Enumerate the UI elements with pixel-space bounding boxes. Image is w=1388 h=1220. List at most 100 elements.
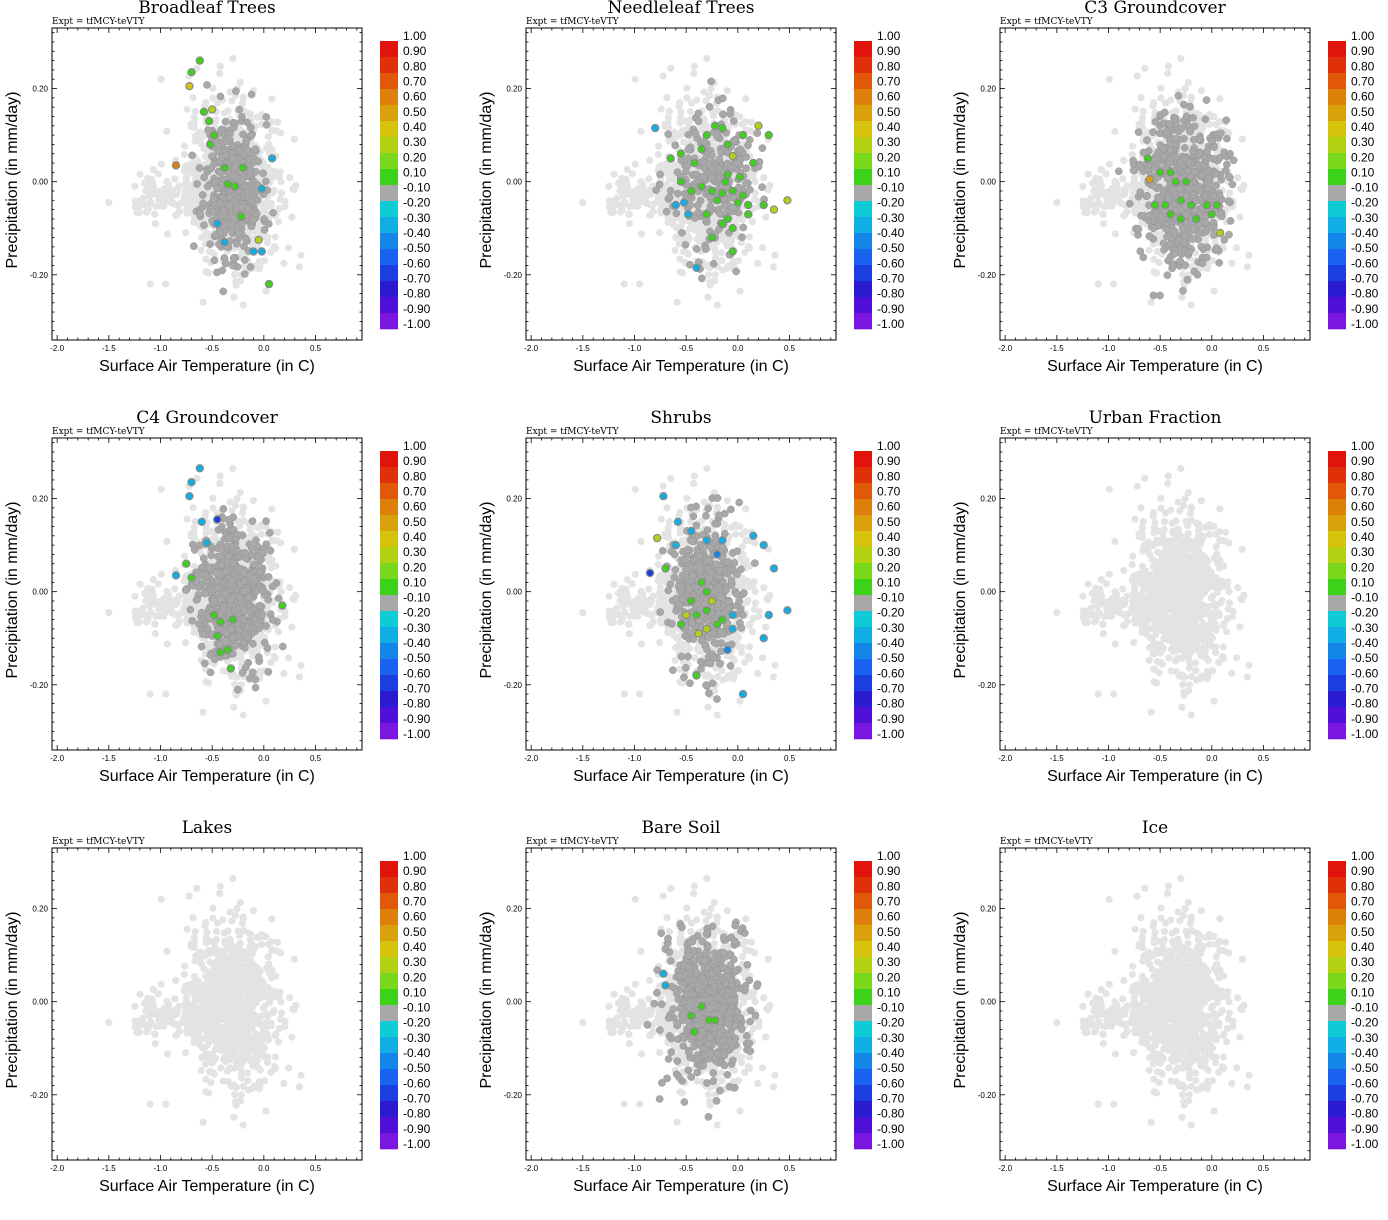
background-point bbox=[1188, 302, 1195, 309]
colorbar-tick-label: -0.90 bbox=[1351, 302, 1379, 316]
correlation-point bbox=[745, 201, 752, 208]
background-point bbox=[1234, 174, 1241, 181]
background-point bbox=[676, 99, 683, 106]
background-point bbox=[638, 230, 645, 237]
correlation-point bbox=[784, 197, 791, 204]
nonsignificant-point bbox=[227, 193, 234, 200]
background-point bbox=[163, 128, 170, 135]
correlation-point bbox=[724, 141, 731, 148]
colorbar-tick-label: 0.30 bbox=[403, 135, 427, 149]
correlation-point bbox=[667, 155, 674, 162]
background-point bbox=[674, 299, 681, 306]
nonsignificant-point bbox=[718, 149, 725, 156]
colorbar-segment bbox=[854, 217, 872, 233]
background-point bbox=[686, 235, 693, 242]
x-tick-label: -1.0 bbox=[1102, 344, 1116, 353]
nonsignificant-point bbox=[657, 171, 664, 178]
nonsignificant-point bbox=[1225, 173, 1232, 180]
correlation-point bbox=[250, 248, 257, 255]
colorbar-tick-label: 0.90 bbox=[877, 44, 901, 58]
nonsignificant-point bbox=[1186, 248, 1193, 255]
nonsignificant-point bbox=[1203, 97, 1210, 104]
background-point bbox=[296, 263, 303, 270]
nonsignificant-point bbox=[1199, 260, 1206, 267]
nonsignificant-point bbox=[1152, 156, 1159, 163]
background-point bbox=[736, 288, 743, 295]
colorbar-tick-label: -0.20 bbox=[403, 196, 431, 210]
nonsignificant-point bbox=[241, 270, 248, 277]
nonsignificant-point bbox=[717, 210, 724, 217]
experiment-label: Expt = tfMCY-teVTY bbox=[526, 17, 619, 27]
colorbar-segment bbox=[854, 169, 872, 185]
background-point bbox=[156, 193, 163, 200]
nonsignificant-point bbox=[232, 120, 239, 127]
background-point bbox=[192, 108, 199, 115]
background-point bbox=[1216, 95, 1223, 102]
background-point bbox=[191, 114, 198, 121]
background-point bbox=[1053, 199, 1060, 206]
x-tick-label: 0.5 bbox=[1258, 344, 1270, 353]
nonsignificant-point bbox=[235, 230, 242, 237]
colorbar-segment bbox=[854, 201, 872, 217]
background-point bbox=[281, 203, 288, 210]
background-point bbox=[1188, 94, 1195, 101]
background-point bbox=[168, 199, 175, 206]
nonsignificant-point bbox=[1161, 153, 1168, 160]
colorbar-segment bbox=[854, 265, 872, 281]
correlation-point bbox=[231, 183, 238, 190]
nonsignificant-point bbox=[233, 240, 240, 247]
nonsignificant-point bbox=[740, 224, 747, 231]
background-point bbox=[626, 220, 633, 227]
background-point bbox=[629, 170, 636, 177]
nonsignificant-point bbox=[1230, 157, 1237, 164]
correlation-point bbox=[221, 239, 228, 246]
nonsignificant-point bbox=[694, 202, 701, 209]
colorbar-segment bbox=[854, 281, 872, 297]
colorbar-tick-label: 0.30 bbox=[877, 135, 901, 149]
background-point bbox=[288, 214, 295, 221]
background-point bbox=[636, 281, 643, 288]
background-point bbox=[754, 260, 761, 267]
nonsignificant-point bbox=[1140, 254, 1147, 261]
background-point bbox=[672, 247, 679, 254]
background-point bbox=[770, 263, 777, 270]
colorbar-tick-label: -0.30 bbox=[877, 211, 905, 225]
experiment-label: Expt = tfMCY-teVTY bbox=[52, 17, 145, 27]
colorbar-tick-label: -0.20 bbox=[1351, 196, 1379, 210]
nonsignificant-point bbox=[190, 243, 197, 250]
colorbar-segment bbox=[1328, 249, 1346, 265]
nonsignificant-point bbox=[1136, 161, 1143, 168]
nonsignificant-point bbox=[708, 78, 715, 85]
nonsignificant-point bbox=[1178, 125, 1185, 132]
colorbar-tick-label: -0.80 bbox=[403, 287, 431, 301]
background-point bbox=[1100, 220, 1107, 227]
nonsignificant-point bbox=[733, 160, 740, 167]
correlation-point bbox=[685, 211, 692, 218]
nonsignificant-point bbox=[220, 288, 227, 295]
nonsignificant-point bbox=[678, 229, 685, 236]
nonsignificant-point bbox=[244, 146, 251, 153]
colorbar-tick-label: -0.50 bbox=[403, 241, 431, 255]
background-point bbox=[272, 233, 279, 240]
colorbar-tick-label: 0.30 bbox=[1351, 135, 1375, 149]
nonsignificant-point bbox=[1221, 236, 1228, 243]
x-tick-label: 0.5 bbox=[784, 344, 796, 353]
background-point bbox=[637, 128, 644, 135]
correlation-point bbox=[729, 225, 736, 232]
background-point bbox=[1210, 288, 1217, 295]
background-point bbox=[1080, 204, 1087, 211]
nonsignificant-point bbox=[674, 190, 681, 197]
nonsignificant-point bbox=[695, 118, 702, 125]
colorbar-tick-label: -0.80 bbox=[1351, 287, 1379, 301]
colorbar-segment bbox=[854, 185, 872, 201]
nonsignificant-point bbox=[744, 142, 751, 149]
x-tick-label: -0.5 bbox=[679, 344, 693, 353]
nonsignificant-point bbox=[243, 235, 250, 242]
nonsignificant-point bbox=[1194, 271, 1201, 278]
nonsignificant-point bbox=[229, 155, 236, 162]
correlation-point bbox=[269, 155, 276, 162]
nonsignificant-point bbox=[1223, 135, 1230, 142]
